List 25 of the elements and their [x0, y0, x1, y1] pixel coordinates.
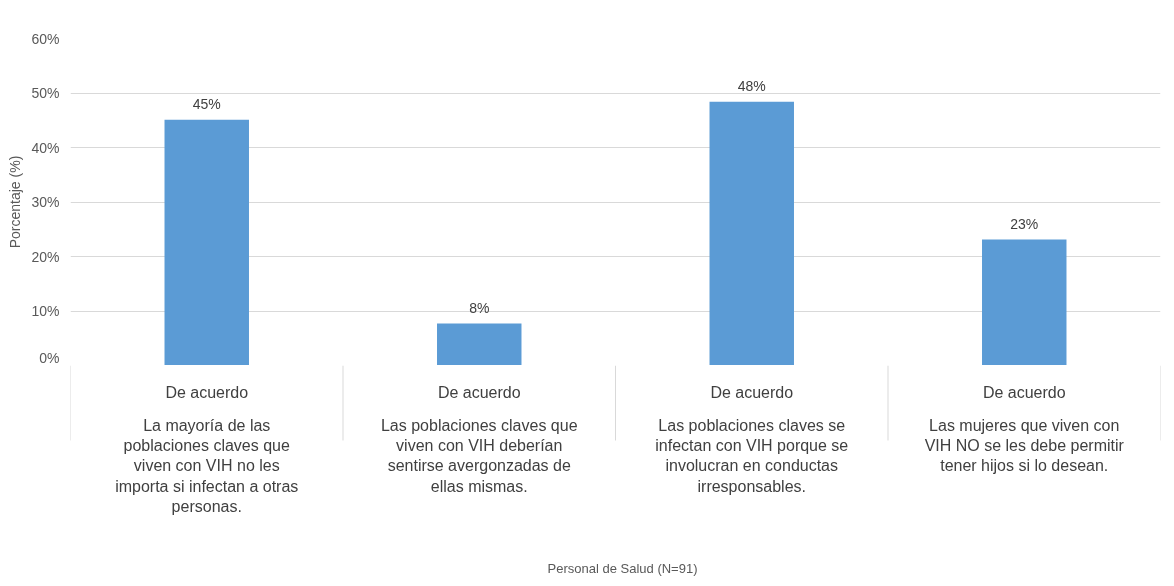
data-label: 45%	[192, 95, 221, 112]
x-tick-label: Las poblaciones claves se infectan con VIH porque se involucran en conductas irresponsables.	[655, 416, 849, 495]
bar	[164, 119, 249, 365]
bar	[982, 239, 1067, 365]
text: Personal de Salud (N=91)	[547, 561, 698, 576]
bar	[437, 323, 522, 365]
x-tick-label: La mayoría de las poblaciones claves que viven con VIH no les importa si infectan a otras personas.	[115, 416, 299, 516]
text: De acuerdo	[437, 384, 521, 401]
y-tick-label: 30%	[31, 194, 60, 210]
y-tick-label: 60%	[31, 30, 60, 47]
text: De acuerdo	[710, 384, 794, 401]
y-axis-title: Porcentaje (%)	[7, 155, 24, 249]
data-label: 23%	[1010, 215, 1039, 232]
x-tick-label: Las poblaciones claves que viven con VIH deberían sentirse avergonzadas de ellas mismas.	[380, 416, 578, 495]
text: De acuerdo	[982, 384, 1066, 401]
bar	[709, 101, 794, 365]
y-tick-label: 20%	[31, 248, 60, 265]
y-tick-label: 40%	[31, 139, 60, 156]
data-label: 48%	[737, 77, 766, 94]
x-tick-label: Las mujeres que viven con VIH NO se les debe permitir tener hijos si lo desean.	[924, 416, 1125, 475]
y-tick-label: 10%	[31, 303, 60, 319]
y-tick-label: 0%	[39, 349, 60, 366]
data-label: 8%	[469, 299, 490, 316]
text: De acuerdo	[165, 384, 249, 401]
y-tick-label: 50%	[31, 85, 60, 101]
